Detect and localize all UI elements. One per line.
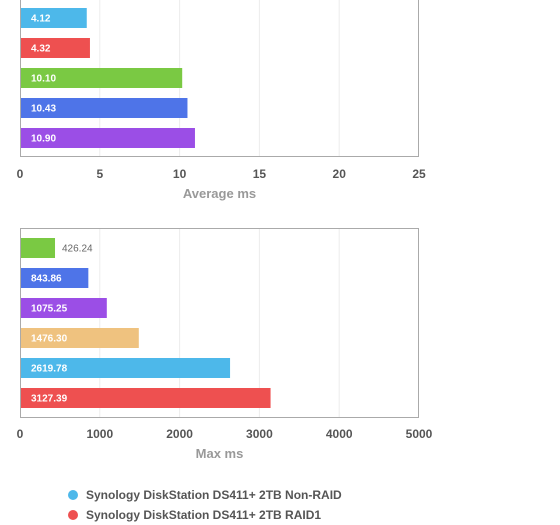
chart-svg-0: 4.12 4.32 10.10 10.43 10.90 0 5 10 15 20 25 Average… [17,0,426,201]
x-tick-label: 25 [412,167,426,181]
average-ms-chart: 4.12 4.32 10.10 10.43 10.90 0 5 10 15 20 25 Average… [0,0,560,210]
legend-item-non-raid[interactable]: Synology DiskStation DS411+ 2TB Non-RAID [68,485,548,505]
bar[interactable] [21,98,188,118]
legend-dot-non-raid [68,490,78,500]
bar[interactable] [21,298,107,318]
bar-value-label: 4.12 [31,14,51,25]
bar-value-label: 1075.25 [31,304,68,315]
plot-frame [20,0,419,157]
x-tick-label: 1000 [86,427,113,441]
bar-value-label: 10.10 [31,74,56,85]
x-tick-label: 4000 [326,427,353,441]
x-tick-label: 15 [253,167,267,181]
legend-label-non-raid: Synology DiskStation DS411+ 2TB Non-RAID [86,488,342,502]
bar[interactable] [21,388,271,408]
bar[interactable] [21,38,90,58]
bar-value-label: 2619.78 [31,364,68,375]
x-tick-label: 0 [17,167,24,181]
x-axis-title: Max ms [196,446,244,461]
max-ms-chart: 426.24 843.86 1075.25 1476.30 2619.78 3127.39… [0,222,560,466]
bar-value-label: 3127.39 [31,394,68,405]
bar[interactable] [21,128,195,148]
bar[interactable] [21,8,87,28]
bar-value-label: 10.90 [31,134,56,145]
legend: Synology DiskStation DS411+ 2TB Non-RAID… [68,485,548,525]
x-tick-label: 3000 [246,427,273,441]
chart-svg-1: 426.24 843.86 1075.25 1476.30 2619.78 3127.39… [17,228,433,461]
x-tick-label: 10 [173,167,187,181]
x-tick-label: 5000 [406,427,433,441]
bar[interactable] [21,328,139,348]
bar-value-label: 10.43 [31,104,56,115]
bar-value-label: 426.24 [62,244,93,255]
bar[interactable] [21,358,231,378]
x-tick-label: 20 [333,167,347,181]
bar-value-label: 1476.30 [31,334,68,345]
x-tick-label: 5 [96,167,103,181]
bar-value-label: 843.86 [31,274,62,285]
bar[interactable] [21,238,56,258]
x-tick-label: 2000 [166,427,193,441]
legend-item-raid1[interactable]: Synology DiskStation DS411+ 2TB RAID1 [68,505,548,525]
legend-dot-raid1 [68,510,78,520]
bar-value-label: 4.32 [31,44,51,55]
plot-frame [20,228,419,418]
legend-label-raid1: Synology DiskStation DS411+ 2TB RAID1 [86,508,322,522]
x-axis-title: Average ms [183,186,256,201]
bar[interactable] [21,68,183,88]
bar[interactable] [21,268,89,288]
x-tick-label: 0 [17,427,24,441]
